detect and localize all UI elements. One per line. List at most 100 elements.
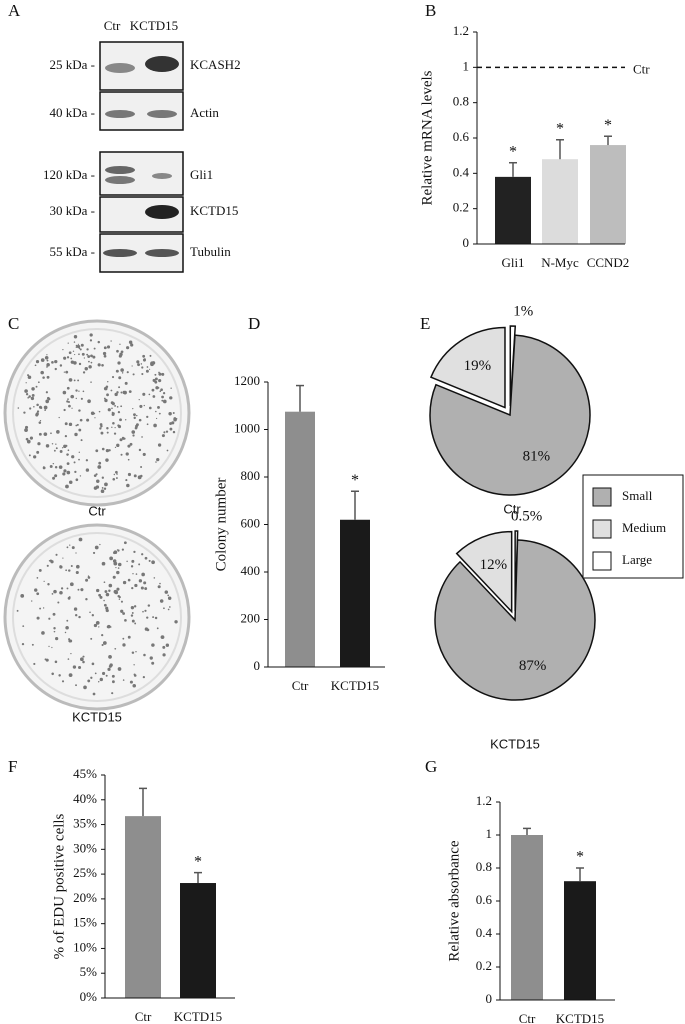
colony bbox=[79, 475, 82, 477]
colony bbox=[119, 343, 121, 345]
plate-label: KCTD15 bbox=[72, 709, 122, 724]
colony bbox=[25, 437, 29, 441]
colony bbox=[134, 622, 137, 625]
colony bbox=[161, 372, 165, 376]
colony bbox=[43, 405, 48, 410]
y-tick-label: 1 bbox=[463, 58, 470, 73]
y-tick-label: 20% bbox=[73, 890, 97, 905]
colony bbox=[75, 424, 78, 427]
colony bbox=[106, 431, 109, 434]
colony bbox=[74, 432, 78, 437]
colony bbox=[128, 390, 132, 393]
slice-label: 87% bbox=[519, 658, 547, 674]
colony bbox=[65, 370, 69, 374]
colony bbox=[136, 360, 140, 364]
colony bbox=[74, 470, 77, 474]
colony bbox=[67, 449, 70, 452]
colony bbox=[43, 580, 45, 582]
colony bbox=[80, 588, 84, 592]
colony bbox=[103, 603, 107, 607]
x-tick-label: CCND2 bbox=[587, 255, 630, 270]
colony bbox=[93, 474, 97, 477]
colony bbox=[167, 594, 170, 597]
colony bbox=[119, 352, 123, 357]
y-tick-label: 0.6 bbox=[476, 892, 493, 907]
colony bbox=[20, 593, 25, 598]
colony bbox=[105, 592, 110, 597]
panel-letter: B bbox=[425, 1, 436, 20]
colony bbox=[54, 367, 57, 371]
colony bbox=[103, 354, 107, 358]
colony bbox=[133, 550, 136, 554]
x-tick-label: Ctr bbox=[519, 1011, 536, 1024]
colony bbox=[27, 374, 30, 377]
colony bbox=[172, 412, 175, 415]
colony bbox=[76, 564, 80, 569]
colony bbox=[167, 596, 172, 601]
size-label: 120 kDa - bbox=[43, 167, 95, 182]
colony bbox=[134, 426, 138, 430]
colony bbox=[31, 387, 35, 391]
colony bbox=[66, 386, 70, 390]
size-label: 40 kDa - bbox=[50, 105, 96, 120]
colony bbox=[92, 692, 96, 696]
colony bbox=[59, 565, 62, 568]
colony bbox=[65, 444, 68, 447]
colony bbox=[36, 616, 40, 620]
colony bbox=[86, 418, 90, 422]
colony bbox=[117, 424, 120, 427]
colony bbox=[134, 583, 138, 588]
colony bbox=[144, 556, 148, 560]
colony bbox=[108, 589, 111, 593]
colony bbox=[159, 599, 164, 603]
colony bbox=[78, 665, 82, 669]
y-tick-label: 35% bbox=[73, 816, 97, 831]
plate-rim bbox=[12, 532, 182, 702]
colony bbox=[138, 579, 143, 583]
colony bbox=[123, 437, 126, 440]
y-tick-label: 600 bbox=[241, 515, 261, 530]
colony bbox=[36, 403, 39, 407]
colony bbox=[127, 444, 131, 448]
colony bbox=[108, 583, 113, 588]
colony bbox=[28, 395, 31, 398]
colony bbox=[21, 642, 25, 646]
colony bbox=[93, 486, 98, 490]
bar bbox=[542, 159, 578, 244]
colony bbox=[70, 360, 75, 364]
colony bbox=[24, 425, 29, 429]
colony bbox=[99, 677, 103, 682]
colony bbox=[138, 563, 141, 566]
colony bbox=[130, 605, 135, 610]
colony bbox=[23, 411, 26, 414]
colony bbox=[103, 346, 107, 350]
x-tick-label: Ctr bbox=[292, 678, 309, 693]
colony bbox=[164, 590, 169, 594]
colony bbox=[157, 443, 162, 447]
colony bbox=[118, 376, 122, 380]
colony bbox=[69, 544, 71, 546]
colony bbox=[148, 559, 151, 562]
y-tick-label: 1.2 bbox=[476, 793, 492, 808]
colony bbox=[24, 428, 28, 432]
colony bbox=[79, 348, 82, 351]
colony bbox=[122, 580, 127, 585]
y-tick-label: 15% bbox=[73, 915, 97, 930]
colony bbox=[111, 402, 115, 406]
y-axis-label: % of EDU positive cells bbox=[51, 813, 67, 959]
colony bbox=[93, 347, 96, 350]
y-tick-label: 0.2 bbox=[453, 200, 469, 215]
colony bbox=[99, 595, 103, 599]
colony bbox=[96, 479, 100, 483]
colony bbox=[107, 667, 111, 671]
x-tick-label: N-Myc bbox=[541, 255, 579, 270]
colony bbox=[165, 643, 170, 647]
colony bbox=[109, 556, 114, 561]
colony bbox=[85, 598, 88, 601]
colony bbox=[158, 379, 162, 383]
colony bbox=[142, 452, 146, 456]
colony bbox=[68, 404, 71, 408]
colony bbox=[120, 600, 123, 603]
colony bbox=[156, 627, 159, 630]
